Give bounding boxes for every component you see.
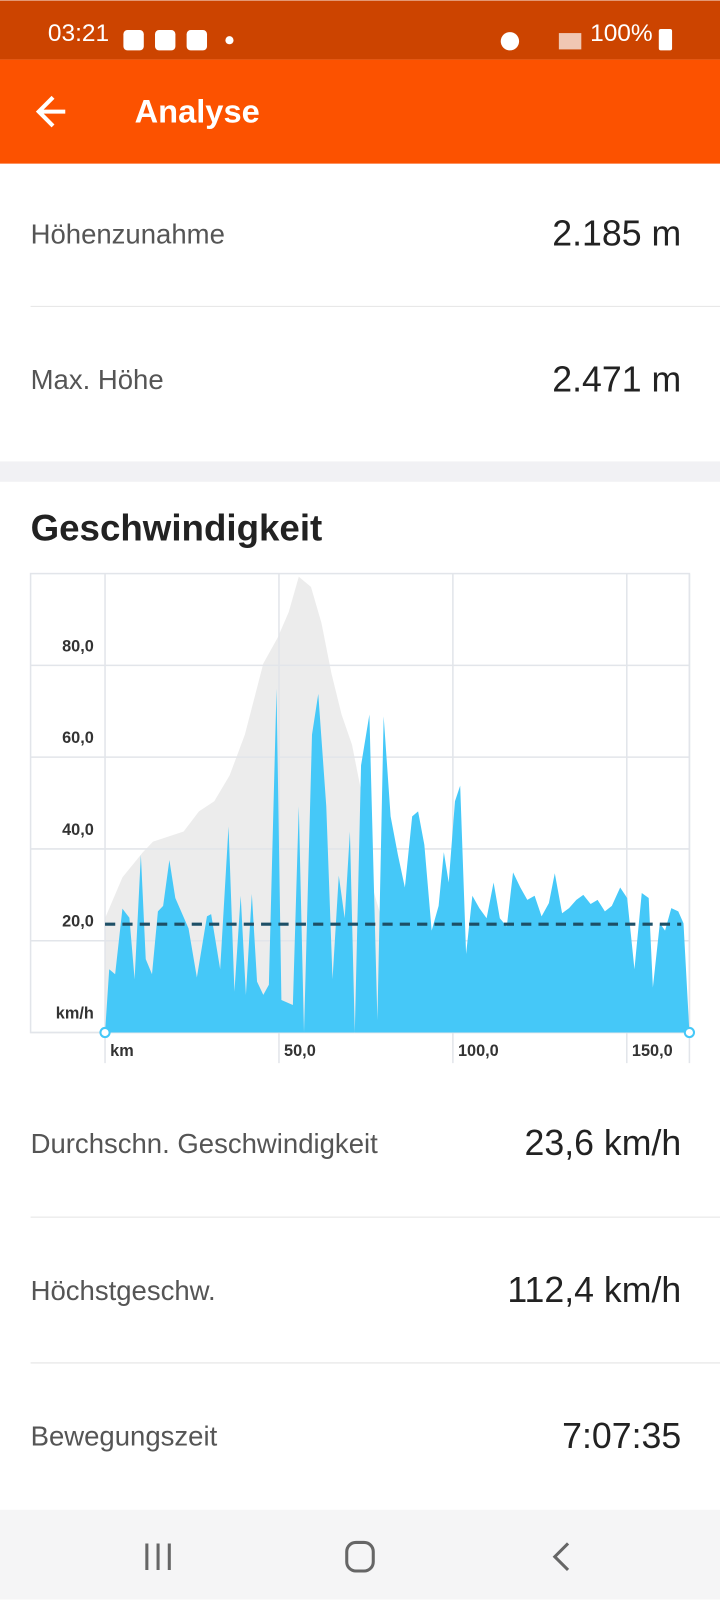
nav-bar xyxy=(0,1509,720,1600)
stat-label: Durchschn. Geschwindigkeit xyxy=(31,1128,379,1159)
section-gap xyxy=(0,461,720,482)
y-tick-label: 80,0 xyxy=(62,637,94,655)
stat-label: Bewegungszeit xyxy=(31,1421,218,1452)
y-tick-label: km/h xyxy=(56,1004,94,1022)
back-nav-button[interactable] xyxy=(552,1542,570,1572)
stat-label: Höhenzunahme xyxy=(31,218,225,249)
speed-chart: km/h 20,0 40,0 60,0 80,0 km 50,0 100,0 150,0 xyxy=(29,572,696,1064)
x-tick-label: 150,0 xyxy=(632,1042,673,1060)
app-bar xyxy=(0,59,720,164)
y-tick-label: 40,0 xyxy=(62,821,94,839)
alarm-icon xyxy=(500,32,520,51)
endpoint xyxy=(99,1026,111,1039)
stat-value: 112,4 km/h xyxy=(507,1270,681,1310)
speed-area xyxy=(105,688,690,1033)
endpoint xyxy=(683,1026,696,1039)
stat-value: 23,6 km/h xyxy=(525,1123,682,1163)
status-bar xyxy=(0,0,720,60)
status-icon xyxy=(155,30,176,51)
stat-value: 2.185 m xyxy=(552,213,681,253)
status-icon xyxy=(123,30,144,51)
section-title: Geschwindigkeit xyxy=(31,507,323,548)
status-dot xyxy=(225,36,234,45)
recent-apps-button[interactable] xyxy=(145,1543,171,1570)
battery-icon xyxy=(658,29,673,51)
status-icon xyxy=(186,30,208,51)
y-tick-label: 60,0 xyxy=(62,729,94,747)
back-button[interactable] xyxy=(35,95,66,128)
signal-icon xyxy=(558,33,582,50)
stat-label: Max. Höhe xyxy=(31,364,164,395)
stat-value: 7:07:35 xyxy=(562,1416,681,1456)
status-time: 03:21 xyxy=(48,20,109,47)
stat-value: 2.471 m xyxy=(552,359,681,399)
battery-text: 100% xyxy=(590,20,653,47)
x-tick-label: 50,0 xyxy=(284,1042,316,1060)
x-tick-label: km xyxy=(110,1042,134,1060)
stat-label: Höchstgeschw. xyxy=(31,1275,216,1306)
screen-title: Analyse xyxy=(135,92,260,129)
home-button[interactable] xyxy=(345,1540,375,1573)
x-tick-label: 100,0 xyxy=(458,1042,499,1060)
y-tick-label: 20,0 xyxy=(62,913,94,931)
